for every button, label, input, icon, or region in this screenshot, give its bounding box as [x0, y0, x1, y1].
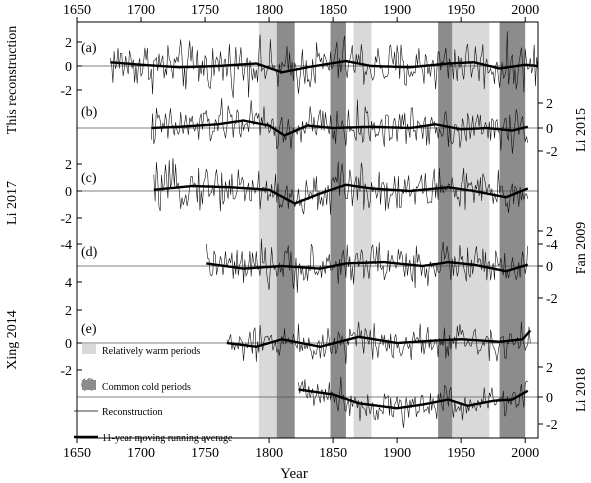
legend: Relatively warm periods Common cold perio… — [74, 344, 233, 444]
y-tick-label-4-1: 2 — [65, 304, 72, 319]
series-reconstruction-line-3 — [206, 238, 529, 293]
plot-frame — [76, 21, 539, 439]
series-reconstruction-line-0 — [110, 31, 539, 98]
x-tick-label-bottom-4: 1850 — [319, 446, 347, 461]
legend-label-thin: Reconstruction — [102, 407, 163, 418]
panel-label-0: (a) — [81, 41, 97, 56]
x-tick-label-bottom-0: 1650 — [63, 446, 91, 461]
series-moving-average-line-2 — [153, 183, 529, 205]
y-tick-label-2-2: -2 — [60, 212, 72, 227]
axes: 1650 1650 1700 1700 1750 1750 1800 1800 1850 1850… — [60, 3, 557, 461]
y-tick-label-1-0: 2 — [546, 97, 553, 112]
panel-label-1: (b) — [81, 105, 98, 120]
y-tick-label-5-2: -2 — [546, 418, 558, 433]
series-moving-average-line-4 — [226, 329, 532, 348]
y-tick-label-1-2: -2 — [546, 145, 558, 160]
warm-period-band-1 — [353, 22, 372, 438]
legend-swatch-warm — [82, 344, 96, 354]
x-tick-label-top-5: 1900 — [383, 3, 411, 18]
series-moving-average-line-5 — [298, 388, 529, 410]
legend-swatch-cold — [82, 380, 96, 390]
x-tick-label-bottom-7: 2000 — [511, 446, 539, 461]
series-reconstruction-line-5 — [298, 376, 528, 428]
series-lines — [110, 31, 539, 428]
series-axis-name-0: This reconstruction — [5, 26, 20, 134]
y-tick-label-5-1: 0 — [546, 391, 553, 406]
series-reconstruction-line-4 — [226, 321, 531, 365]
y-tick-label-3-1: 2 — [546, 225, 553, 240]
series-axis-name-2: Li 2017 — [5, 181, 20, 225]
panel-label-4: (e) — [81, 322, 97, 337]
series-reconstruction-line-2 — [153, 158, 529, 215]
legend-label-cold: Common cold periods — [102, 382, 191, 393]
x-tick-label-top-3: 1800 — [255, 3, 283, 18]
legend-label-warm: Relatively warm periods — [102, 346, 200, 357]
x-tick-label-bottom-1: 1700 — [127, 446, 155, 461]
series-moving-average-line-3 — [206, 260, 529, 273]
x-tick-label-bottom-6: 1950 — [447, 446, 475, 461]
x-tick-label-top-0: 1650 — [63, 3, 91, 18]
y-tick-label-2-0: 2 — [65, 158, 72, 173]
panel-label-3: (d) — [81, 245, 98, 260]
cold-period-band-2 — [438, 22, 453, 438]
y-tick-label-1-1: 0 — [546, 122, 553, 137]
x-tick-label-top-7: 2000 — [511, 3, 539, 18]
y-tick-label-0-2: -2 — [60, 84, 72, 99]
x-tick-label-top-1: 1700 — [127, 3, 155, 18]
y-tick-label-3-3: -2 — [546, 292, 558, 307]
x-tick-label-bottom-3: 1800 — [255, 446, 283, 461]
legend-label-thick: 11-year moving running average — [102, 433, 233, 444]
series-axis-name-4: Xing 2014 — [5, 310, 20, 370]
y-tick-label-5-0: 2 — [546, 361, 553, 376]
panel-label-2: (c) — [81, 171, 97, 186]
y-tick-label-2-3: -4 — [60, 238, 72, 253]
series-moving-average-line-1 — [151, 119, 529, 137]
y-tick-label-0-1: 0 — [65, 60, 72, 75]
y-tick-label-4-0: 4 — [65, 276, 72, 291]
series-axis-name-3: Fan 2009 — [574, 222, 589, 275]
y-tick-label-2-1: 0 — [65, 185, 72, 200]
warm-period-band-0 — [258, 22, 277, 438]
x-tick-label-bottom-2: 1750 — [191, 446, 219, 461]
x-tick-label-top-4: 1850 — [319, 3, 347, 18]
cold-period-band-0 — [276, 22, 295, 438]
y-tick-label-4-3: -2 — [60, 364, 72, 379]
series-moving-average-line-0 — [110, 59, 539, 74]
series-axis-name-1: Li 2015 — [574, 108, 589, 152]
y-tick-label-3-0: -4 — [546, 238, 558, 253]
panel-labels: (a) This reconstruction (b) Li 2015 (c) Li 20… — [5, 26, 589, 412]
y-tick-label-3-2: 0 — [546, 260, 553, 275]
x-tick-label-top-2: 1750 — [191, 3, 219, 18]
x-axis-label: Year — [280, 466, 308, 482]
period-shading — [258, 22, 526, 438]
cold-period-band-1 — [330, 22, 346, 438]
y-tick-label-4-2: 0 — [65, 337, 72, 352]
y-tick-label-0-0: 2 — [65, 36, 72, 51]
x-tick-label-top-6: 1950 — [447, 3, 475, 18]
cold-period-band-3 — [499, 22, 526, 438]
x-tick-label-bottom-5: 1900 — [383, 446, 411, 461]
warm-period-band-2 — [452, 22, 490, 438]
series-axis-name-5: Li 2018 — [574, 368, 589, 412]
